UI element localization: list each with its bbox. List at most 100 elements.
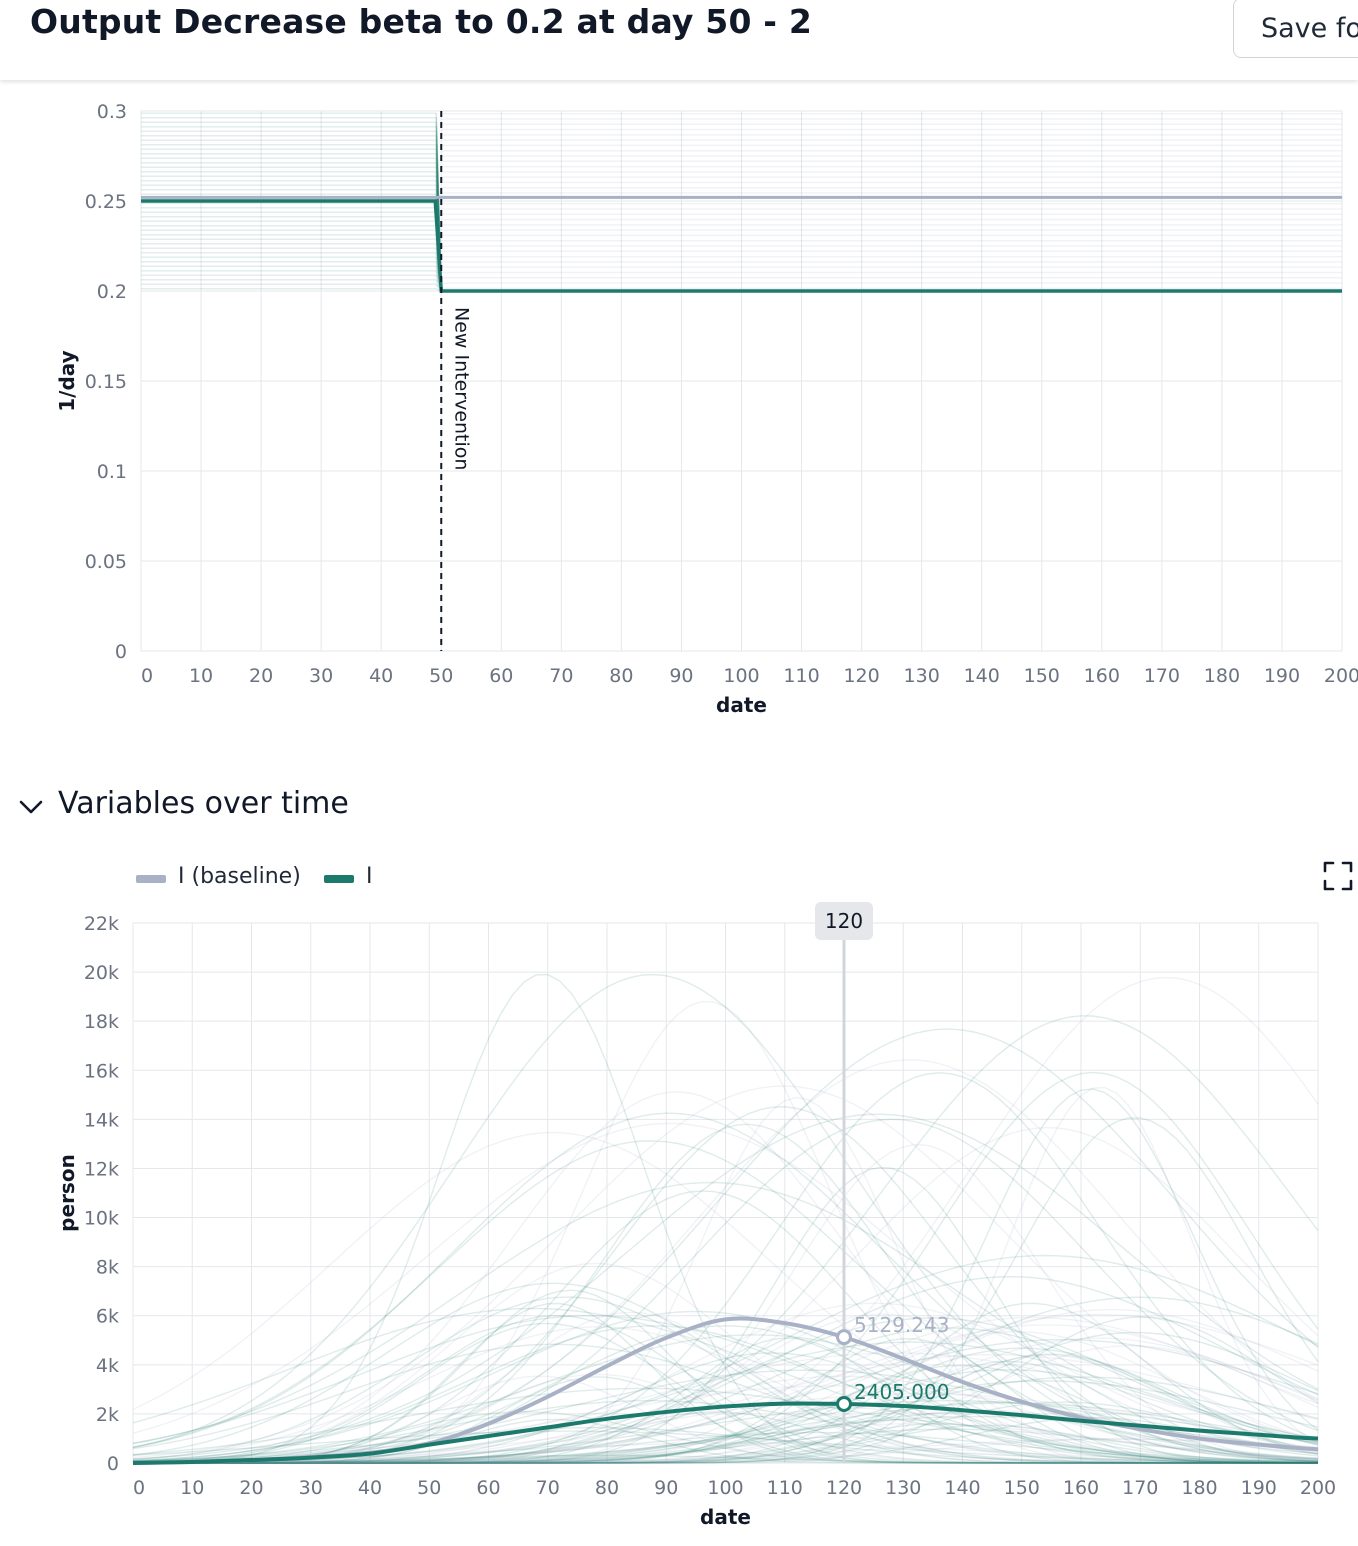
x-tick-label: 10 [180,1477,204,1499]
ensemble-line [133,1360,1319,1464]
hover-value-intervention: 2405.000 [854,1380,949,1404]
legend-swatch-baseline [136,875,166,883]
ensemble-line [132,1385,1319,1463]
y-axis-label: 1/day [55,350,79,411]
save-button[interactable]: Save for [1233,0,1358,58]
ensemble-line [132,1427,1318,1464]
y-tick-label: 0.1 [97,461,127,483]
x-tick-label: 110 [783,665,819,687]
x-tick-label: 180 [1181,1477,1217,1499]
ensemble-line [133,1166,1318,1464]
ensemble-line [133,1096,1318,1464]
y-axis-label: person [55,1154,79,1232]
x-tick-label: 160 [1084,665,1120,687]
series-line-intervention [141,199,1342,293]
x-tick-label: 40 [358,1477,382,1499]
x-axis-label: date [716,693,767,717]
ensemble-line [133,1302,1318,1464]
ensemble-line [133,1254,1319,1464]
y-tick-label: 12k [84,1158,119,1180]
ensemble-line [133,1324,1319,1464]
section-title: Variables over time [58,786,349,821]
ensemble-line [133,1423,1319,1464]
fullscreen-icon[interactable] [1322,860,1354,892]
intervention-marker-label: New Intervention [450,307,472,470]
hover-x-badge [815,902,873,940]
y-tick-label: 8k [96,1257,119,1279]
ensemble-line [133,1424,1319,1464]
x-tick-label: 120 [826,1477,862,1499]
ensemble-line [133,1354,1319,1464]
x-tick-label: 60 [476,1477,500,1499]
ensemble-line [133,976,1319,1464]
y-tick-label: 4k [96,1355,119,1377]
y-tick-label: 6k [96,1306,119,1328]
ensemble-line [133,1331,1319,1464]
ensemble-line [132,1307,1319,1463]
ensemble-line [133,1015,1319,1464]
y-tick-label: 20k [84,962,119,984]
x-tick-label: 200 [1324,665,1358,687]
ensemble-line [133,1344,1319,1464]
ensemble-line [133,1296,1319,1464]
hover-point-baseline [836,1329,852,1346]
ensemble-line [133,1436,1318,1464]
legend-label-intervention: I [366,864,373,889]
ensemble-line [133,1337,1318,1464]
ensemble-line [133,1316,1319,1464]
ensemble-line [133,1275,1319,1464]
ensemble-line [132,1085,1319,1459]
section-header-variables[interactable]: Variables over time [0,780,700,830]
ensemble-line [133,1418,1318,1464]
ensemble-line [133,1308,1319,1464]
x-tick-label: 0 [133,1477,145,1499]
ensemble-line [133,1416,1319,1464]
ensemble-line [133,1072,1319,1464]
x-tick-label: 100 [707,1477,743,1499]
y-tick-label: 0.25 [85,191,127,213]
x-tick-label: 70 [549,665,573,687]
x-tick-label: 110 [767,1477,803,1499]
ensemble-line [133,1399,1319,1464]
ensemble-line [133,1402,1319,1464]
x-tick-label: 180 [1204,665,1240,687]
ensemble-line [133,1401,1319,1464]
ensemble-line [133,1411,1319,1464]
ensemble-line [133,1409,1319,1464]
ensemble-line [133,1347,1319,1464]
ensemble-line [132,1140,1319,1462]
ensemble-line [132,1325,1318,1464]
x-tick-label: 20 [239,1477,263,1499]
y-tick-label: 14k [84,1109,119,1131]
ensemble-line [132,1282,1318,1464]
x-tick-label: 140 [944,1477,980,1499]
y-tick-label: 22k [84,913,119,935]
ensemble-line [133,1352,1318,1464]
ensemble-line [132,973,1319,1463]
x-tick-label: 130 [885,1477,921,1499]
ensemble-line [133,1086,1319,1464]
x-tick-label: 150 [1004,1477,1040,1499]
ensemble-line [132,1028,1319,1463]
ensemble-line [133,1331,1319,1464]
ensemble-line [133,1364,1319,1464]
series-line-intervention [132,1401,1319,1465]
chevron-down-icon[interactable] [18,794,44,820]
ensemble-line [132,973,1318,1464]
x-tick-label: 0 [141,665,153,687]
y-tick-label: 0.2 [97,281,127,303]
ensemble-line [132,1343,1318,1464]
x-tick-label: 130 [904,665,940,687]
ensemble-line [132,1122,1319,1455]
ensemble-line [132,1181,1319,1450]
ensemble-line [132,1296,1318,1464]
ensemble-line [132,1315,1319,1463]
x-tick-label: 50 [417,1477,441,1499]
ensemble-line [133,1190,1319,1464]
x-tick-label: 20 [249,665,273,687]
ensemble-line [133,1143,1319,1464]
ensemble-line [133,1401,1319,1464]
x-tick-label: 170 [1144,665,1180,687]
ensemble-line [132,1310,1319,1463]
legend-label-baseline: I (baseline) [178,864,301,889]
